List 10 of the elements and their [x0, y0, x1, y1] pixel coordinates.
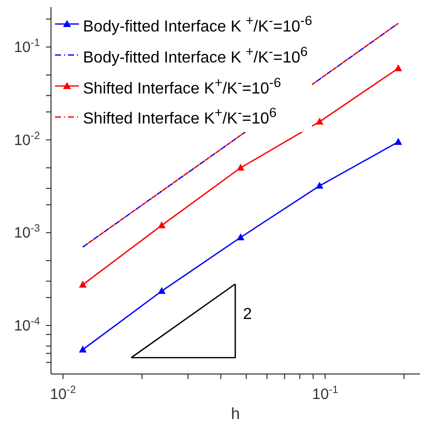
- legend-label: Body-fitted Interface K $^{+}$/K$^{-}$=10$^{-6}$: [83, 12, 312, 38]
- y-tick-label: 10$^{-4}$: [14, 315, 40, 334]
- legend-label: Shifted Interface K$^{+}$/K$^{-}$=10$^{6}$: [83, 104, 277, 130]
- y-tick-label: 10$^{-1}$: [14, 37, 40, 56]
- x-axis-title: h: [231, 406, 240, 421]
- y-tick-label: 10$^{-3}$: [14, 222, 40, 242]
- y-tick-label: 10$^{-2}$: [14, 130, 40, 149]
- legend-label: Body-fitted Interface K $^{+}$/K$^{-}$=10$^{6}$: [83, 42, 308, 68]
- annotation: 2: [243, 306, 252, 324]
- legend-label: Shifted Interface K$^{+}$/K$^{-}$=10$^{-6}$: [83, 74, 282, 99]
